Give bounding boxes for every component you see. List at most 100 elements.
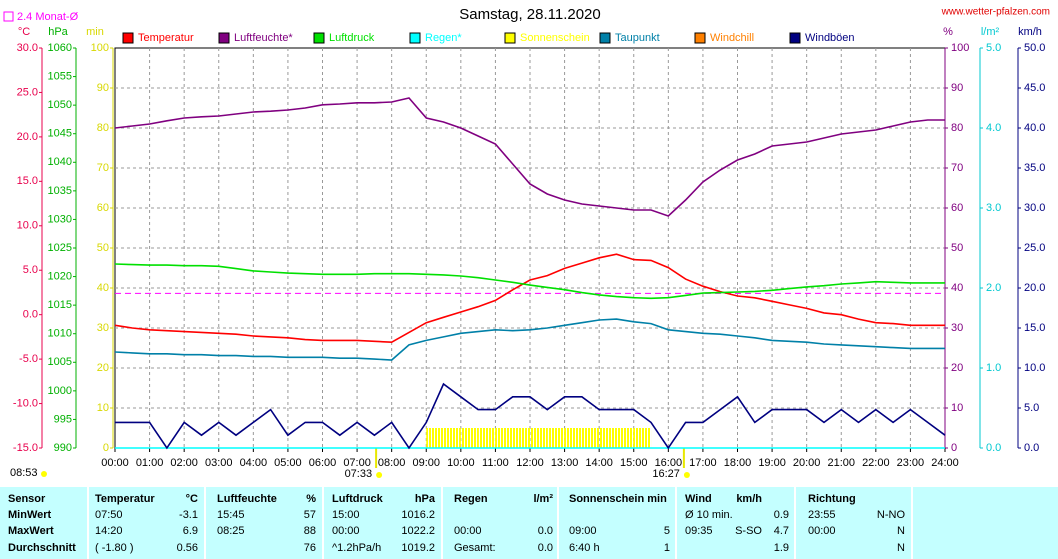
y-tick-label: 35.0 <box>1024 162 1045 174</box>
sunshine-bar <box>460 428 479 448</box>
y-tick-label: 15.0 <box>1024 322 1045 334</box>
x-tick-label: 06:00 <box>309 457 337 469</box>
x-tick-label: 12:00 <box>516 457 544 469</box>
series-line <box>114 318 945 361</box>
legend-label: Windchill <box>710 32 754 44</box>
row-label: Durchschnitt <box>8 542 76 554</box>
y-tick-label: 100 <box>91 42 109 54</box>
table-cell: S-SO <box>735 525 762 537</box>
y-tick-label: 40 <box>97 282 109 294</box>
table-cell: 1016.2 <box>401 509 435 521</box>
x-tick-label: 16:00 <box>655 457 683 469</box>
table-cell: 15:00 <box>332 509 360 521</box>
table-cell: N-NO <box>877 509 906 521</box>
y-tick-label: 50 <box>97 242 109 254</box>
x-tick-label: 17:00 <box>689 457 717 469</box>
x-tick-label: 02:00 <box>170 457 198 469</box>
x-tick-label: 15:00 <box>620 457 648 469</box>
table-cell: 4.7 <box>774 525 789 537</box>
y-tick-label: 15.0 <box>17 175 38 187</box>
table-cell: 09:35 <box>685 525 713 537</box>
y-tick-label: 30.0 <box>17 42 38 54</box>
axis-unit: l/m² <box>981 26 1000 38</box>
y-tick-label: 60 <box>97 202 109 214</box>
y-tick-label: 0.0 <box>986 442 1001 454</box>
x-tick-label: 20:00 <box>793 457 821 469</box>
y-tick-label: 80 <box>951 122 963 134</box>
legend-swatch <box>504 32 516 44</box>
table-cell: 0.9 <box>774 509 789 521</box>
table-cell: 00:00 <box>454 525 482 537</box>
y-tick-label: 1030 <box>48 213 72 225</box>
legend-label: Temperatur <box>138 32 194 44</box>
table-cell: 07:50 <box>95 509 123 521</box>
table-cell: Wind <box>685 493 712 505</box>
table-cell: hPa <box>415 493 436 505</box>
y-tick-label: 90 <box>97 82 109 94</box>
y-tick-label: 1035 <box>48 185 72 197</box>
y-tick-label: 90 <box>951 82 963 94</box>
table-cell: ( -1.80 ) <box>95 542 134 554</box>
table-cell: ^1.2hPa/h <box>332 542 381 554</box>
series-line <box>115 382 946 450</box>
legend-label: Regen* <box>425 32 462 44</box>
table-cell: Gesamt: <box>454 542 496 554</box>
legend-swatch <box>789 32 801 44</box>
x-tick-label: 23:00 <box>897 457 925 469</box>
y-tick-label: 10 <box>97 402 109 414</box>
table-cell: 1 <box>664 542 670 554</box>
y-tick-label: 10.0 <box>17 220 38 232</box>
table-cell: 00:00 <box>332 525 360 537</box>
sunshine-bar <box>564 428 582 448</box>
y-tick-label: 70 <box>951 162 963 174</box>
table-cell: 00:00 <box>808 525 836 537</box>
y-tick-label: 1025 <box>48 242 72 254</box>
table-cell: 09:00 <box>569 525 597 537</box>
y-tick-label: 20 <box>951 362 963 374</box>
legend-swatch <box>409 32 421 44</box>
y-tick-label: 100 <box>951 42 969 54</box>
sunshine-bar <box>547 428 565 448</box>
y-tick-label: 1.0 <box>986 362 1001 374</box>
table-cell: Temperatur <box>95 493 155 505</box>
y-tick-label: 20 <box>97 362 109 374</box>
sunshine-bar <box>443 428 461 448</box>
table-cell: 1.9 <box>774 542 789 554</box>
y-tick-label: 2.0 <box>986 282 1001 294</box>
y-tick-label: 20.0 <box>1024 282 1045 294</box>
table-cell: 1022.2 <box>401 525 435 537</box>
x-tick-label: 09:00 <box>412 457 440 469</box>
legend-swatch <box>313 32 325 44</box>
y-tick-label: 995 <box>54 413 72 425</box>
sunset-icon <box>683 472 690 478</box>
legend-swatch <box>599 32 611 44</box>
axis-unit: °C <box>18 26 30 38</box>
x-tick-label: 00:00 <box>101 457 129 469</box>
x-tick-label: 22:00 <box>862 457 890 469</box>
legend-swatch <box>694 32 706 44</box>
avg-icon <box>3 11 14 22</box>
x-tick-label: 01:00 <box>136 457 164 469</box>
y-tick-label: 10 <box>951 402 963 414</box>
avg-label: 2.4 Monat-Ø <box>17 11 79 23</box>
y-tick-label: 30.0 <box>1024 202 1045 214</box>
x-tick-label: 18:00 <box>724 457 752 469</box>
y-tick-label: 1000 <box>48 385 72 397</box>
moon-icon <box>41 471 47 477</box>
x-tick-label: 03:00 <box>205 457 233 469</box>
y-tick-label: 0.0 <box>1024 442 1039 454</box>
table-cell: 0.56 <box>177 542 198 554</box>
sunshine-bar <box>599 428 617 448</box>
row-label: MaxWert <box>8 525 54 537</box>
y-tick-label: 40 <box>951 282 963 294</box>
sunshine-bar <box>512 428 530 448</box>
y-tick-label: 30 <box>951 322 963 334</box>
legend-label: Windböen <box>805 32 855 44</box>
table-cell: °C <box>186 493 198 505</box>
legend-swatch <box>122 32 134 44</box>
table-cell: N <box>897 542 905 554</box>
table-cell: 1019.2 <box>401 542 435 554</box>
table-cell: km/h <box>736 493 762 505</box>
table-cell: 0.0 <box>538 525 553 537</box>
